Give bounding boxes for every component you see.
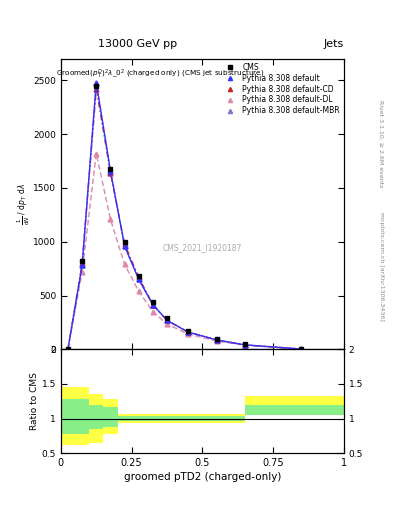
Pythia 8.308 default: [108, 168, 113, 174]
Pythia 8.308 default-CD: [186, 329, 191, 335]
Pythia 8.308 default-DL: [299, 346, 304, 352]
CMS: [94, 83, 99, 89]
Pythia 8.308 default: [80, 262, 84, 268]
Text: CMS_2021_I1920187: CMS_2021_I1920187: [163, 243, 242, 252]
Pythia 8.308 default-MBR: [94, 79, 99, 86]
Legend: CMS, Pythia 8.308 default, Pythia 8.308 default-CD, Pythia 8.308 default-DL, Pyt: CMS, Pythia 8.308 default, Pythia 8.308 …: [219, 61, 342, 117]
Pythia 8.308 default: [242, 342, 247, 348]
Pythia 8.308 default-MBR: [151, 302, 155, 308]
Pythia 8.308 default-DL: [242, 342, 247, 348]
Pythia 8.308 default-CD: [214, 337, 219, 343]
Text: Groomed$(p_T^D)^2\lambda\_0^2$ (charged only) (CMS jet substructure): Groomed$(p_T^D)^2\lambda\_0^2$ (charged …: [56, 68, 264, 81]
CMS: [108, 165, 113, 172]
Pythia 8.308 default-MBR: [80, 262, 84, 268]
Pythia 8.308 default-CD: [66, 346, 70, 352]
Pythia 8.308 default: [151, 302, 155, 308]
Pythia 8.308 default-CD: [80, 260, 84, 266]
Pythia 8.308 default: [299, 346, 304, 352]
Pythia 8.308 default-CD: [165, 317, 169, 324]
CMS: [136, 273, 141, 279]
Pythia 8.308 default-DL: [108, 216, 113, 222]
Pythia 8.308 default-DL: [165, 321, 169, 327]
CMS: [151, 299, 155, 305]
Text: 13000 GeV pp: 13000 GeV pp: [98, 38, 177, 49]
Pythia 8.308 default-DL: [151, 309, 155, 315]
Pythia 8.308 default-CD: [136, 274, 141, 281]
CMS: [299, 346, 304, 352]
Pythia 8.308 default: [122, 243, 127, 249]
Pythia 8.308 default-CD: [122, 241, 127, 247]
Pythia 8.308 default-CD: [299, 346, 304, 352]
Pythia 8.308 default: [165, 317, 169, 324]
Pythia 8.308 default-CD: [94, 86, 99, 92]
Line: CMS: CMS: [66, 83, 304, 352]
Line: Pythia 8.308 default-DL: Pythia 8.308 default-DL: [66, 151, 304, 351]
Pythia 8.308 default-MBR: [136, 276, 141, 283]
Text: Jets: Jets: [323, 38, 344, 49]
Pythia 8.308 default-MBR: [186, 329, 191, 335]
CMS: [80, 258, 84, 264]
Line: Pythia 8.308 default-CD: Pythia 8.308 default-CD: [66, 87, 304, 351]
Y-axis label: $\frac{1}{\mathrm{d}N}$ / $\mathrm{d}p_T$ $\mathrm{d}\lambda$: $\frac{1}{\mathrm{d}N}$ / $\mathrm{d}p_T…: [15, 183, 32, 225]
Pythia 8.308 default: [214, 337, 219, 343]
Pythia 8.308 default-DL: [122, 261, 127, 267]
Pythia 8.308 default-MBR: [122, 243, 127, 249]
CMS: [165, 315, 169, 321]
Pythia 8.308 default-MBR: [242, 342, 247, 348]
Pythia 8.308 default-CD: [242, 342, 247, 348]
Text: mcplots.cern.ch [arXiv:1306.3436]: mcplots.cern.ch [arXiv:1306.3436]: [379, 212, 384, 321]
Pythia 8.308 default: [66, 346, 70, 352]
Pythia 8.308 default-DL: [214, 338, 219, 344]
Pythia 8.308 default-MBR: [108, 168, 113, 174]
X-axis label: groomed pTD2 (charged-only): groomed pTD2 (charged-only): [124, 472, 281, 482]
Pythia 8.308 default-DL: [186, 331, 191, 337]
Text: Rivet 3.1.10, ≥ 2.6M events: Rivet 3.1.10, ≥ 2.6M events: [379, 100, 384, 187]
CMS: [66, 346, 70, 352]
Pythia 8.308 default-DL: [66, 346, 70, 352]
Pythia 8.308 default-DL: [80, 269, 84, 275]
CMS: [214, 336, 219, 342]
Pythia 8.308 default-CD: [108, 170, 113, 176]
Line: Pythia 8.308 default-MBR: Pythia 8.308 default-MBR: [66, 80, 304, 351]
Pythia 8.308 default-MBR: [165, 317, 169, 324]
CMS: [186, 328, 191, 334]
CMS: [242, 341, 247, 347]
Y-axis label: Ratio to CMS: Ratio to CMS: [30, 372, 39, 430]
Pythia 8.308 default-CD: [151, 302, 155, 308]
Pythia 8.308 default-MBR: [66, 346, 70, 352]
Pythia 8.308 default: [94, 79, 99, 86]
Pythia 8.308 default-DL: [94, 151, 99, 157]
Pythia 8.308 default: [186, 329, 191, 335]
Pythia 8.308 default-MBR: [214, 337, 219, 343]
Pythia 8.308 default-DL: [136, 288, 141, 294]
Pythia 8.308 default-MBR: [299, 346, 304, 352]
CMS: [122, 239, 127, 245]
Line: Pythia 8.308 default: Pythia 8.308 default: [66, 80, 304, 351]
Pythia 8.308 default: [136, 276, 141, 283]
